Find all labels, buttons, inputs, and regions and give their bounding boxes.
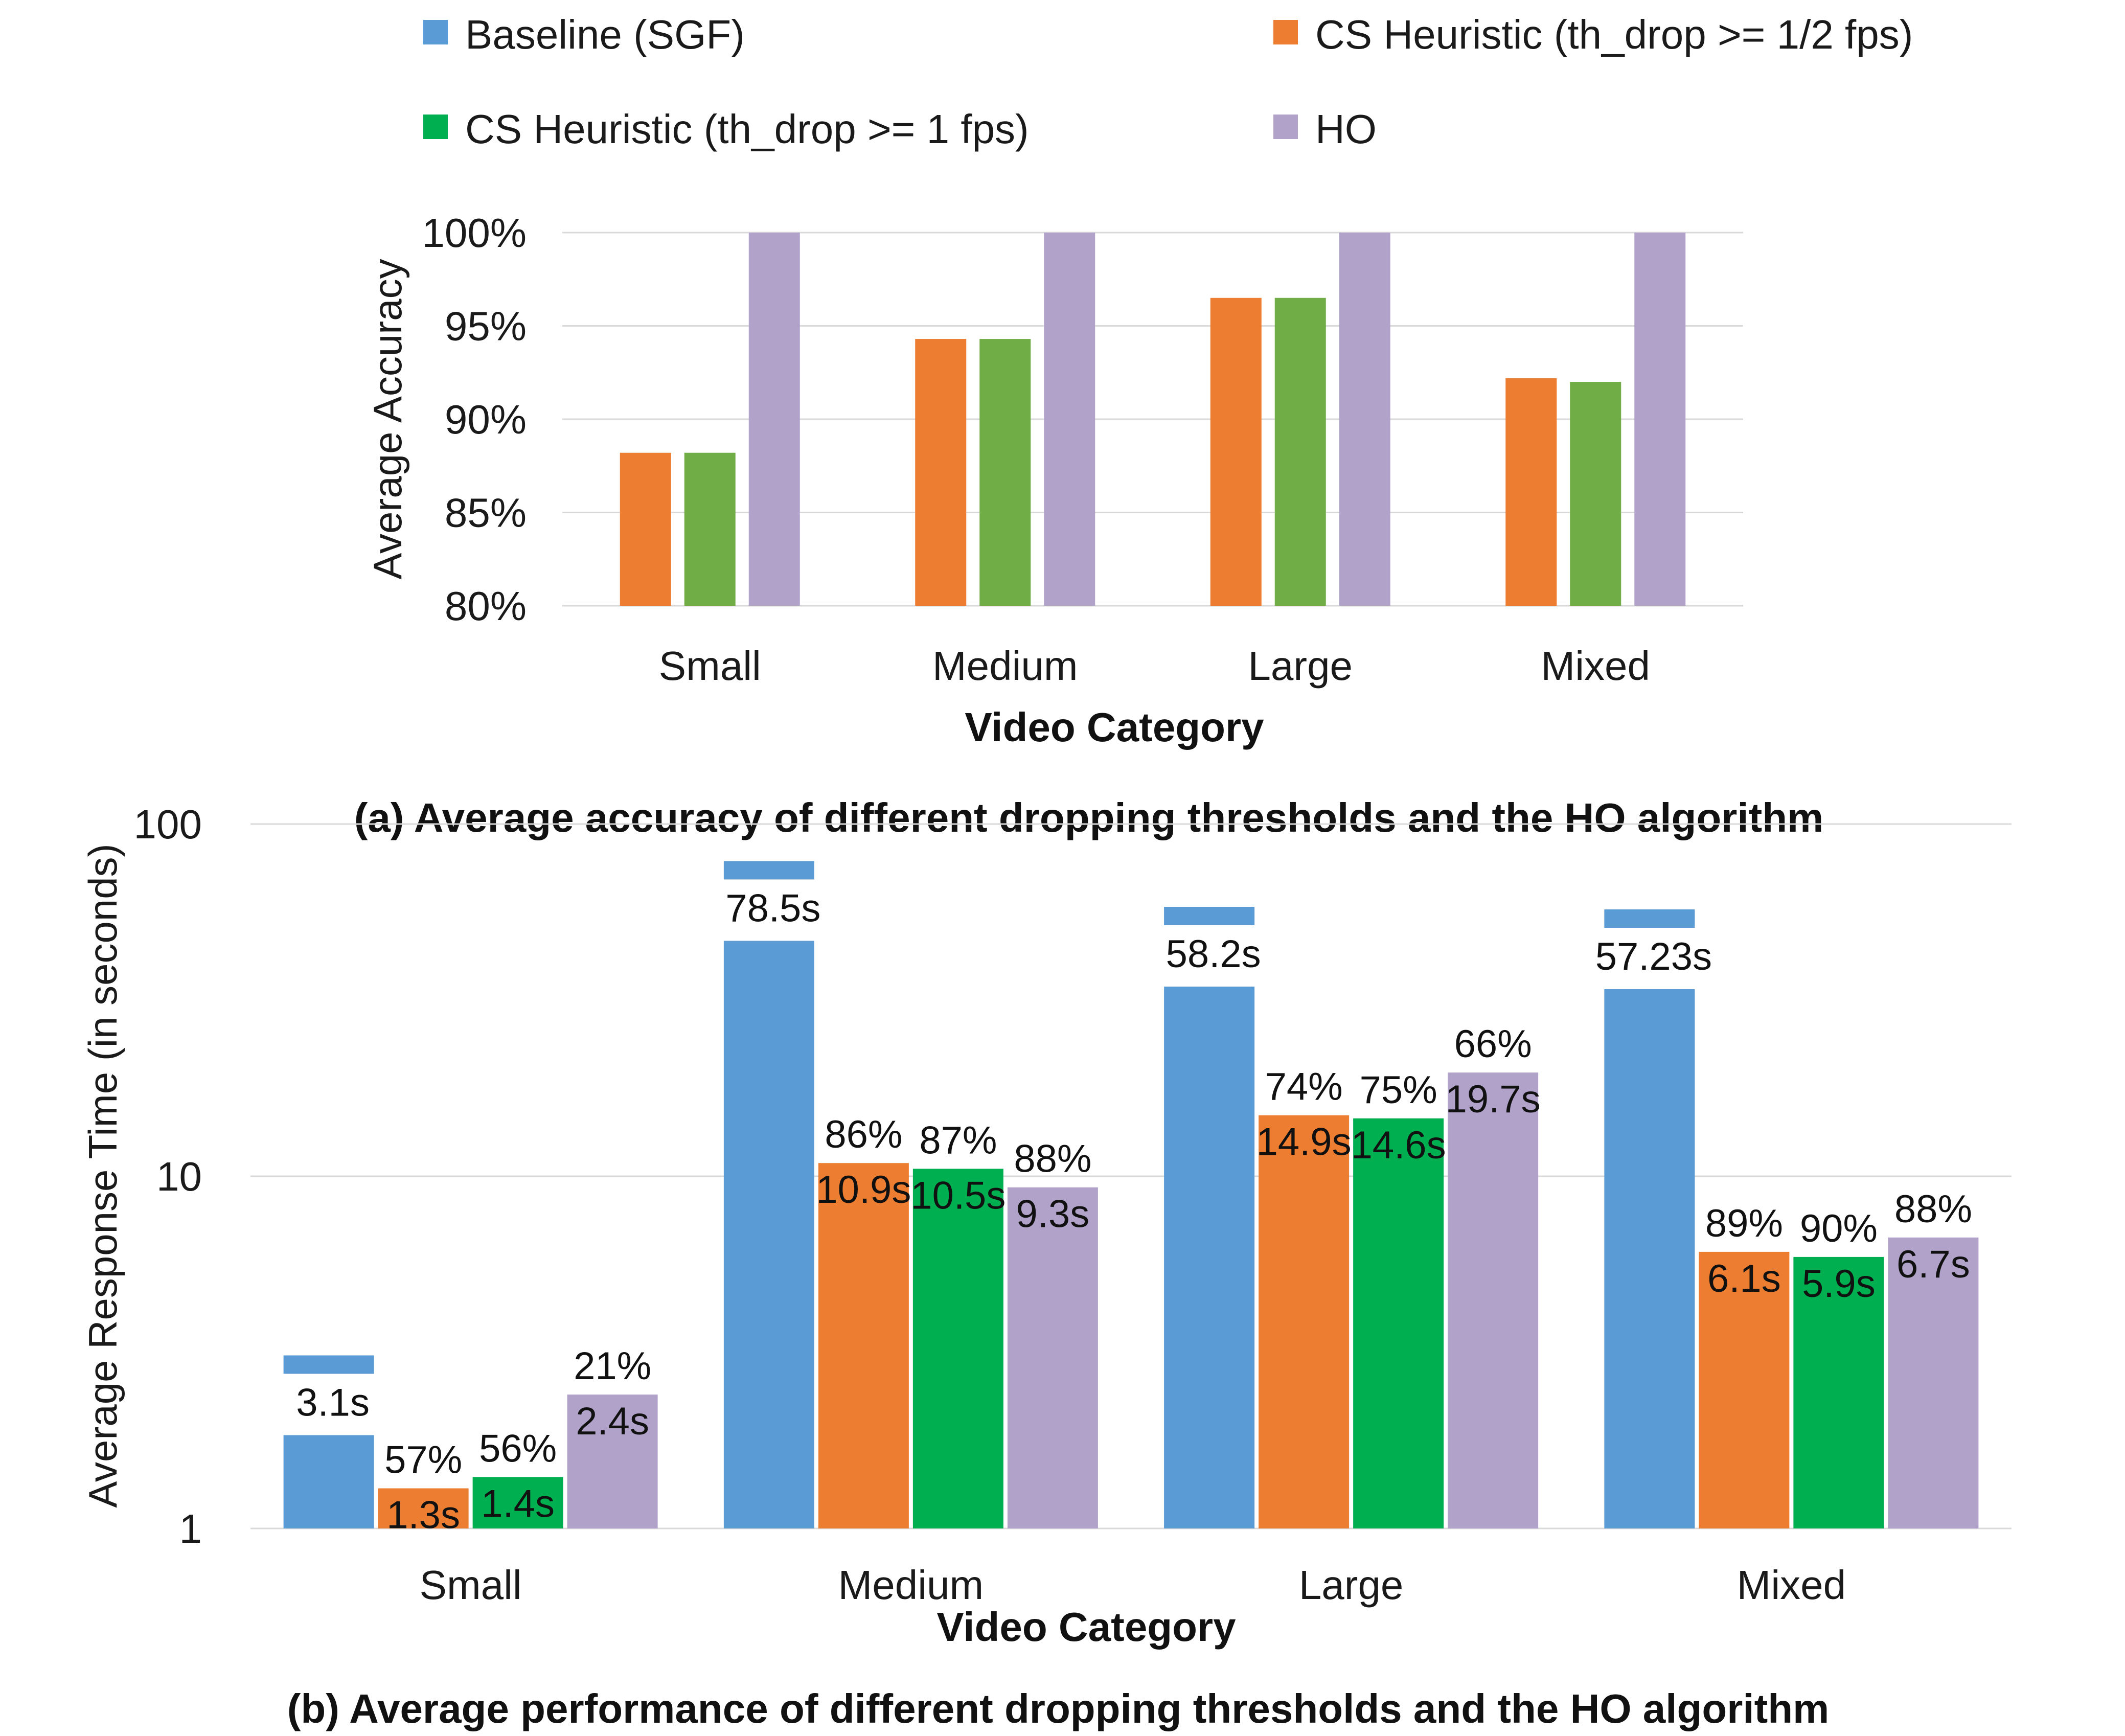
legend-label-cs-one: CS Heuristic (th_drop >= 1 fps)	[465, 106, 1029, 152]
legend-swatch-baseline	[423, 20, 448, 44]
chart-b-value-label-small-cs-half: 1.3s	[386, 1493, 460, 1537]
chart-a-bar-small-ho	[748, 233, 800, 606]
chart-a-ylabel: Average Accuracy	[365, 259, 410, 579]
chart-b-bar-mixed-cs-one-b	[1793, 1257, 1884, 1528]
chart-b-xtick-label: Large	[1299, 1562, 1404, 1608]
chart-b-bar-large-cs-one-b	[1353, 1118, 1444, 1528]
chart-b-value-label-large-ho: 19.7s	[1446, 1078, 1541, 1121]
chart-b-bar-medium-cs-one-b	[912, 1169, 1003, 1528]
chart-a-bar-medium-cs-half	[915, 339, 967, 606]
chart-b-pct-label-medium-ho: 88%	[1014, 1137, 1091, 1181]
chart-a-xtick-label: Small	[659, 643, 761, 689]
chart-b-pct-label-large-cs-half: 74%	[1265, 1065, 1343, 1109]
chart-b-pct-label-small-cs-half: 57%	[384, 1438, 462, 1481]
chart-b-pct-label-medium-cs-one-b: 87%	[919, 1118, 997, 1162]
chart-b-bar-mixed-cs-half	[1699, 1251, 1790, 1528]
legend-swatch-ho	[1273, 115, 1298, 139]
chart-b-value-label-large-cs-half: 14.9s	[1256, 1121, 1352, 1164]
chart-b-bar-medium-cs-half	[818, 1163, 909, 1528]
chart-b-xtick-label: Medium	[838, 1562, 984, 1608]
legend-label-baseline: Baseline (SGF)	[465, 12, 745, 57]
chart-b-bar-large-ho	[1448, 1072, 1539, 1528]
chart-b-pct-label-mixed-ho: 88%	[1894, 1187, 1972, 1231]
chart-b-bar-medium-ho	[1007, 1187, 1098, 1528]
chart-b-bar-large-baseline	[1164, 906, 1255, 1528]
chart-a-title: (a) Average accuracy of different droppi…	[354, 795, 1824, 840]
chart-b-pct-label-small-cs-one-b: 56%	[479, 1427, 557, 1470]
chart-a-xtick-label: Large	[1248, 643, 1353, 689]
chart-a-bar-mixed-cs-one-a	[1570, 382, 1621, 606]
chart-a-xtick-label: Mixed	[1541, 643, 1650, 689]
chart-a-bar-small-cs-one-a	[684, 452, 736, 606]
chart-a-bar-medium-ho	[1044, 233, 1095, 606]
chart-b-ytick-label: 10	[156, 1154, 202, 1199]
chart-b-label-box	[717, 879, 820, 941]
chart-b-bar-large-cs-half	[1259, 1115, 1350, 1528]
chart-a-ytick-label: 90%	[445, 397, 527, 442]
chart-b-ylabel: Average Response Time (in seconds)	[80, 843, 125, 1507]
chart-b-xlabel: Video Category	[936, 1604, 1236, 1650]
chart-b-pct-label-large-cs-one-b: 75%	[1360, 1068, 1437, 1112]
chart-a-xlabel: Video Category	[965, 704, 1264, 750]
chart-a-xtick-label: Medium	[932, 643, 1078, 689]
chart-response-time: 1 10 100 3.1s 1.3s 57% 1.4s 56% 2.4s 21% Small 78.5…	[80, 802, 2012, 1731]
chart-b-value-label-small-ho: 2.4s	[576, 1400, 649, 1443]
chart-a-bar-mixed-ho	[1634, 233, 1686, 606]
chart-a-bar-small-cs-half	[620, 452, 671, 606]
chart-b-pct-label-medium-cs-half: 86%	[825, 1113, 902, 1156]
chart-b-value-label-large-baseline: 58.2s	[1166, 932, 1261, 976]
chart-b-value-label-medium-cs-one-b: 10.5s	[910, 1174, 1006, 1217]
chart-b-pct-label-small-ho: 21%	[574, 1344, 651, 1388]
chart-b-ytick-label: 1	[179, 1506, 202, 1551]
chart-a-bar-medium-cs-one-a	[979, 339, 1031, 606]
chart-a-ytick-label: 100%	[422, 210, 527, 256]
chart-b-bar-medium-baseline	[723, 861, 814, 1528]
chart-b-bar-mixed-ho	[1888, 1237, 1979, 1528]
chart-b-pct-label-mixed-cs-one-b: 90%	[1800, 1207, 1878, 1250]
chart-a-bar-mixed-cs-half	[1505, 378, 1557, 606]
chart-b-value-label-medium-ho: 9.3s	[1016, 1193, 1090, 1236]
chart-a-bar-large-ho	[1339, 233, 1390, 606]
chart-b-value-label-mixed-cs-one-b: 5.9s	[1802, 1262, 1876, 1306]
chart-b-xtick-label: Small	[420, 1562, 522, 1608]
chart-b-value-label-mixed-cs-half: 6.1s	[1707, 1257, 1781, 1300]
chart-a-bar-large-cs-half	[1210, 298, 1262, 606]
chart-accuracy: 80% 85% 90% 95% 100% Small Medium Large Mixed Vid…	[354, 210, 1824, 840]
chart-b-label-box	[1598, 927, 1701, 989]
chart-b-label-box	[277, 1374, 380, 1435]
chart-b-value-label-medium-baseline: 78.5s	[725, 886, 820, 930]
legend-label-cs-half: CS Heuristic (th_drop >= 1/2 fps)	[1315, 12, 1913, 57]
chart-b-title: (b) Average performance of different dro…	[287, 1686, 1830, 1731]
legend: Baseline (SGF) CS Heuristic (th_drop >= 1…	[423, 12, 1913, 152]
chart-b-ytick-label: 100	[134, 802, 202, 847]
chart-a-bar-large-cs-one-a	[1274, 298, 1326, 606]
chart-b-value-label-small-cs-one-b: 1.4s	[481, 1482, 555, 1525]
chart-b-value-label-small-baseline: 3.1s	[296, 1381, 370, 1424]
legend-swatch-cs-half	[1273, 20, 1298, 44]
chart-b-value-label-mixed-baseline: 57.23s	[1595, 935, 1712, 978]
chart-a-ytick-label: 95%	[445, 304, 527, 349]
chart-b-value-label-medium-cs-half: 10.9s	[816, 1168, 911, 1212]
chart-b-bar-mixed-baseline	[1604, 909, 1695, 1528]
chart-b-xtick-label: Mixed	[1737, 1562, 1846, 1608]
chart-b-bar-small-cs-half	[378, 1488, 469, 1528]
chart-a-ytick-label: 85%	[445, 490, 527, 536]
chart-b-value-label-mixed-ho: 6.7s	[1896, 1243, 1970, 1286]
chart-b-label-box	[1158, 925, 1261, 987]
chart-b-value-label-large-cs-one-b: 14.6s	[1351, 1124, 1446, 1167]
chart-b-pct-label-large-ho: 66%	[1454, 1022, 1532, 1066]
legend-swatch-cs-one	[423, 115, 448, 139]
chart-b-pct-label-mixed-cs-half: 89%	[1705, 1202, 1783, 1245]
chart-b-bar-small-ho	[567, 1395, 658, 1528]
chart-b-bar-small-cs-one-b	[472, 1477, 563, 1528]
chart-a-ytick-label: 80%	[445, 583, 527, 629]
legend-label-ho: HO	[1315, 106, 1377, 152]
